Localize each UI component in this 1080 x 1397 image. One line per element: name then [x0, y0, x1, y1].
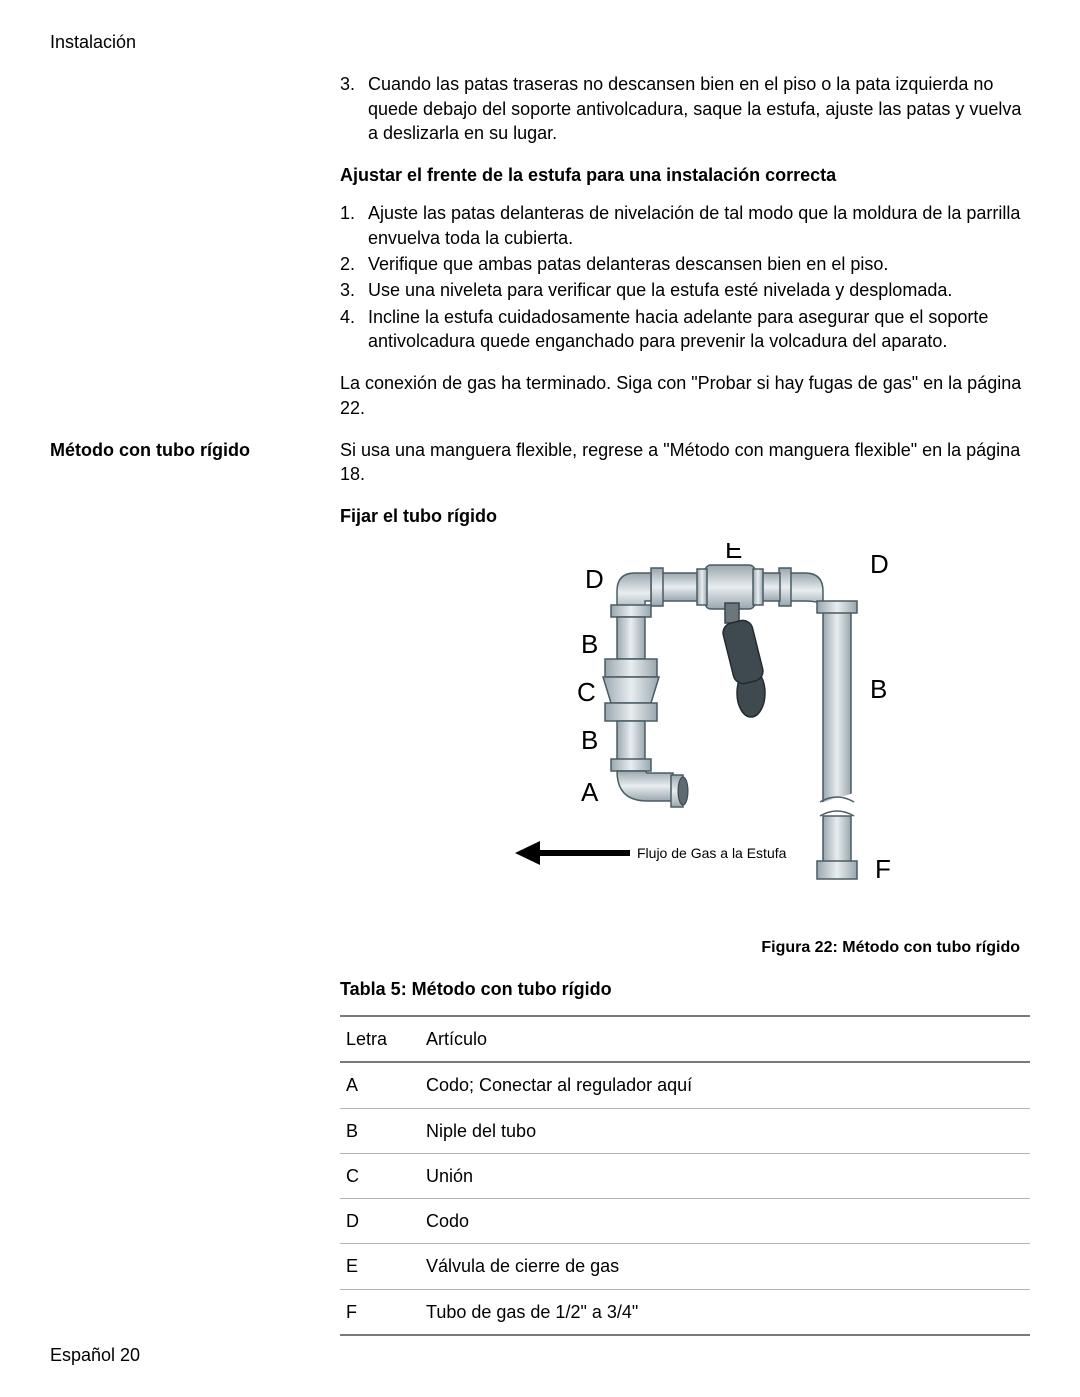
label-D-left: D	[585, 564, 604, 594]
list-text: Verifique que ambas patas delanteras des…	[368, 252, 1030, 276]
pipe-diagram-svg: Flujo de Gas a la Estufa D E D B C B A B…	[425, 543, 945, 923]
col-header-articulo: Artículo	[420, 1016, 1030, 1062]
label-B-2: B	[581, 725, 598, 755]
continued-list: 3. Cuando las patas traseras no descanse…	[340, 72, 1030, 145]
adjust-heading: Ajustar el frente de la estufa para una …	[340, 163, 1030, 187]
cell-letra: F	[340, 1289, 420, 1335]
cell-letra: E	[340, 1244, 420, 1289]
list-number: 3.	[340, 72, 368, 145]
label-F: F	[875, 854, 891, 884]
label-D-right: D	[870, 549, 889, 579]
list-number: 3.	[340, 278, 368, 302]
cell-articulo: Unión	[420, 1153, 1030, 1198]
adjust-closing: La conexión de gas ha terminado. Siga co…	[340, 371, 1030, 420]
col-header-letra: Letra	[340, 1016, 420, 1062]
list-number: 1.	[340, 201, 368, 250]
list-text: Use una niveleta para verificar que la e…	[368, 278, 1030, 302]
label-B-3: B	[870, 674, 887, 704]
figure-22: Flujo de Gas a la Estufa D E D B C B A B…	[340, 543, 1030, 929]
cell-letra: C	[340, 1153, 420, 1198]
figure-caption: Figura 22: Método con tubo rígido	[340, 937, 1030, 959]
cell-letra: B	[340, 1108, 420, 1153]
cell-articulo: Codo; Conectar al regulador aquí	[420, 1062, 1030, 1108]
table-row: B Niple del tubo	[340, 1108, 1030, 1153]
rigid-intro: Si usa una manguera flexible, regrese a …	[340, 438, 1030, 487]
cell-articulo: Tubo de gas de 1/2" a 3/4"	[420, 1289, 1030, 1335]
list-text: Incline la estufa cuidadosamente hacia a…	[368, 305, 1030, 354]
rigid-sub-heading: Fijar el tubo rígido	[340, 504, 1030, 528]
flow-label: Flujo de Gas a la Estufa	[637, 845, 787, 861]
cell-articulo: Válvula de cierre de gas	[420, 1244, 1030, 1289]
table-row: F Tubo de gas de 1/2" a 3/4"	[340, 1289, 1030, 1335]
rigid-side-heading: Método con tubo rígido	[50, 438, 320, 462]
page-header: Instalación	[50, 30, 1030, 54]
table-row: D Codo	[340, 1199, 1030, 1244]
label-E: E	[725, 543, 742, 564]
label-C: C	[577, 677, 596, 707]
cell-letra: D	[340, 1199, 420, 1244]
table-title: Tabla 5: Método con tubo rígido	[340, 977, 1030, 1001]
cell-articulo: Niple del tubo	[420, 1108, 1030, 1153]
list-number: 4.	[340, 305, 368, 354]
list-text: Cuando las patas traseras no descansen b…	[368, 72, 1030, 145]
list-text: Ajuste las patas delanteras de nivelació…	[368, 201, 1030, 250]
cell-articulo: Codo	[420, 1199, 1030, 1244]
page-footer: Español 20	[50, 1343, 140, 1367]
parts-table: Letra Artículo A Codo; Conectar al regul…	[340, 1015, 1030, 1336]
table-row: E Válvula de cierre de gas	[340, 1244, 1030, 1289]
label-B-1: B	[581, 629, 598, 659]
adjust-list: 1. Ajuste las patas delanteras de nivela…	[340, 201, 1030, 353]
table-row: A Codo; Conectar al regulador aquí	[340, 1062, 1030, 1108]
list-number: 2.	[340, 252, 368, 276]
cell-letra: A	[340, 1062, 420, 1108]
label-A: A	[581, 777, 599, 807]
table-row: C Unión	[340, 1153, 1030, 1198]
